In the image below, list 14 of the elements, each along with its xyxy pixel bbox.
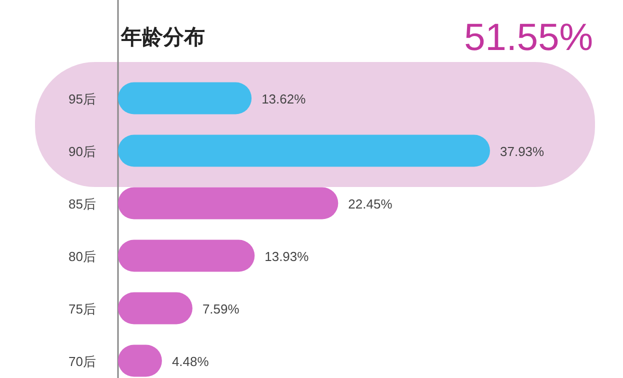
chart-title: 年龄分布	[120, 26, 205, 49]
y-tick-label: 90后	[68, 144, 96, 159]
y-tick-label: 70后	[68, 354, 96, 369]
data-label: 13.62%	[262, 91, 306, 106]
data-label: 37.93%	[500, 144, 545, 159]
y-tick-label: 85后	[68, 196, 96, 212]
band-label: 51.55%	[464, 17, 593, 59]
data-label: 4.48%	[172, 354, 210, 369]
y-tick-label: 80后	[68, 248, 96, 264]
data-label: 22.45%	[348, 196, 393, 212]
y-tick-label: 75后	[68, 301, 96, 316]
y-tick-label: 95后	[68, 91, 96, 106]
data-label: 7.59%	[202, 301, 240, 316]
data-label: 13.93%	[264, 248, 310, 264]
